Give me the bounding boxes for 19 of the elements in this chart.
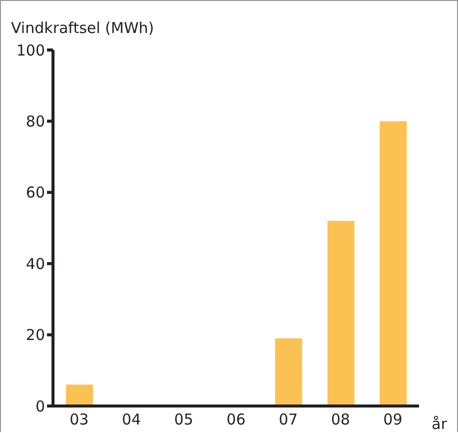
y-tick-label: 0 — [35, 397, 45, 416]
bar — [380, 121, 407, 406]
bar — [66, 384, 93, 406]
bar — [327, 220, 354, 406]
x-tick-label: 08 — [331, 410, 350, 429]
y-tick-label: 100 — [16, 41, 45, 60]
y-tick-label: 20 — [26, 326, 45, 344]
x-tick-label: 07 — [278, 410, 298, 429]
y-axis-title: Vindkraftsel (MWh) — [11, 19, 154, 37]
x-tick-label: 06 — [226, 410, 246, 429]
bar — [275, 338, 302, 406]
y-tick-label: 40 — [26, 254, 45, 273]
x-tick-label: 04 — [122, 410, 141, 429]
x-tick-label: 05 — [174, 410, 194, 429]
x-tick-label: 09 — [383, 410, 402, 429]
y-tick-label: 60 — [26, 184, 45, 202]
x-tick-label: 03 — [70, 410, 89, 429]
y-tick-label: 80 — [26, 112, 45, 131]
x-axis-title: år — [432, 415, 448, 433]
